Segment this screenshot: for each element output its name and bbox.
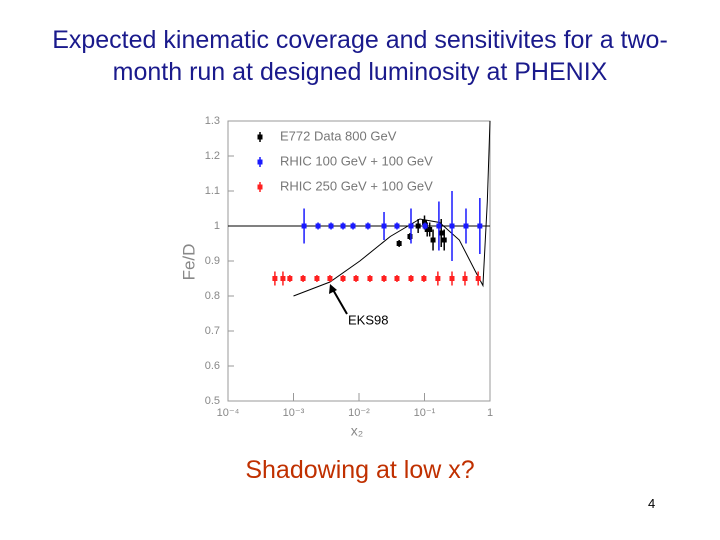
data-point — [394, 223, 400, 229]
y-tick-label: 0.6 — [205, 360, 220, 372]
data-point — [350, 223, 356, 229]
data-point — [436, 223, 442, 229]
legend-marker — [257, 134, 263, 140]
x-tick-label: 10⁻³ — [283, 407, 305, 419]
model-curve — [293, 120, 491, 297]
y-tick-label: 1.2 — [205, 150, 220, 162]
legend-label: RHIC 100 GeV + 100 GeV — [280, 153, 433, 168]
legend-marker — [257, 184, 263, 190]
y-tick-label: 1 — [214, 220, 220, 232]
data-point — [272, 276, 278, 281]
slide-subtitle: Shadowing at low x? — [245, 456, 475, 484]
curve-label: EKS98 — [348, 312, 388, 327]
data-point — [438, 230, 444, 236]
y-tick-label: 0.9 — [205, 255, 220, 267]
data-point — [394, 276, 400, 281]
x-tick-label: 10⁻² — [348, 407, 370, 419]
data-point — [422, 223, 428, 229]
data-point — [427, 227, 433, 232]
data-point — [408, 223, 414, 229]
data-point — [365, 223, 371, 229]
data-point — [475, 276, 481, 281]
y-tick-label: 0.5 — [205, 395, 220, 407]
data-point — [449, 223, 455, 229]
data-point — [300, 276, 306, 281]
data-point — [327, 276, 333, 281]
data-point — [353, 276, 359, 281]
x-tick-label: 10⁻¹ — [414, 407, 436, 419]
data-point — [280, 276, 286, 281]
page-number: 4 — [648, 496, 656, 511]
data-point — [315, 223, 321, 229]
x-tick-label: 10⁻⁴ — [217, 407, 240, 419]
data-point — [314, 276, 320, 281]
x-axis-label: x₂ — [351, 423, 363, 439]
legend-label: E772 Data 800 GeV — [280, 128, 397, 143]
data-point — [441, 237, 447, 243]
data-point — [328, 223, 334, 229]
data-point — [367, 276, 373, 281]
data-point — [462, 276, 468, 281]
data-point — [287, 276, 293, 281]
y-tick-label: 0.7 — [205, 325, 220, 337]
y-tick-label: 0.8 — [205, 290, 220, 302]
data-point — [408, 276, 414, 281]
legend-label: RHIC 250 GeV + 100 GeV — [280, 178, 433, 193]
data-point — [340, 276, 346, 281]
slide-title: Expected kinematic coverage and sensitiv… — [52, 26, 668, 86]
y-tick-label: 1.1 — [205, 185, 220, 197]
legend-marker — [257, 159, 263, 165]
arrow-head — [329, 284, 337, 294]
data-point — [407, 234, 413, 239]
data-point — [430, 237, 436, 243]
data-point — [396, 241, 402, 246]
data-point — [449, 276, 455, 281]
data-point — [477, 223, 483, 229]
data-point — [463, 223, 469, 229]
data-point — [435, 276, 441, 281]
data-point — [301, 223, 307, 229]
data-point — [415, 223, 421, 229]
data-point — [381, 276, 387, 281]
y-tick-label: 1.3 — [205, 115, 220, 127]
y-axis-label: Fe/D — [179, 244, 198, 281]
arrow — [331, 287, 348, 315]
data-point — [340, 223, 346, 229]
x-tick-label: 1 — [487, 407, 493, 419]
data-point — [421, 276, 427, 281]
data-point — [381, 223, 387, 229]
